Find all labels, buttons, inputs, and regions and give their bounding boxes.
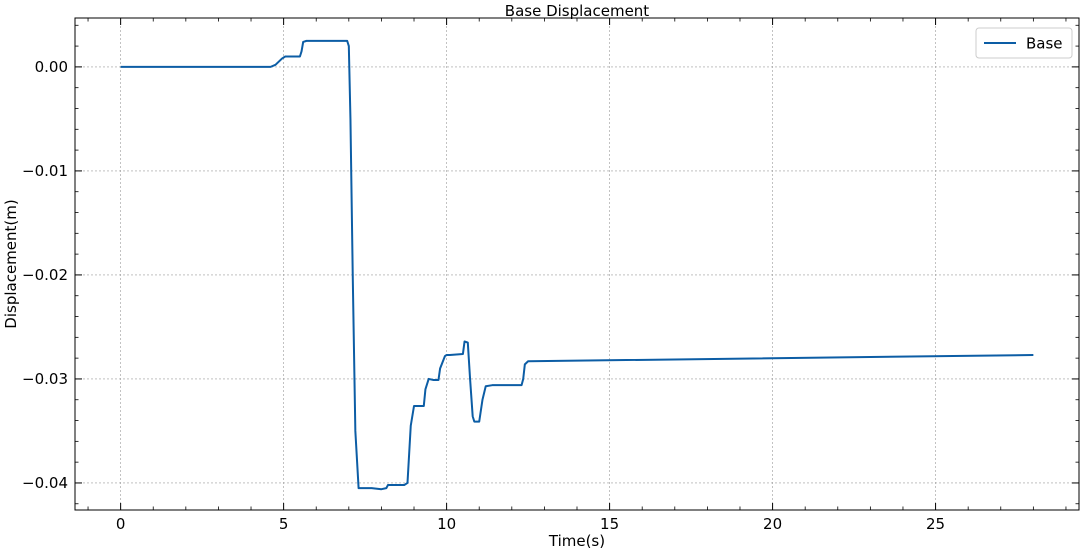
tick-marks: [75, 18, 1079, 510]
chart-title: Base Displacement: [505, 2, 650, 20]
x-tick-label: 15: [600, 515, 619, 533]
x-axis-label: Time(s): [548, 532, 605, 550]
x-tick-label: 0: [116, 515, 126, 533]
tick-labels: 0 5 10 15 20 25 0.00 −0.01 −0.02 −0.03 −0.04: [22, 58, 945, 533]
x-tick-label: 10: [437, 515, 456, 533]
x-tick-label: 25: [926, 515, 945, 533]
series-layer: [120, 39, 1034, 491]
legend-box: [975, 27, 1073, 59]
y-tick-label: −0.01: [22, 162, 68, 180]
x-tick-label: 5: [279, 515, 289, 533]
y-axis-label: Displacement(m): [2, 199, 20, 328]
x-tick-label: 20: [763, 515, 782, 533]
grid-lines: [75, 18, 1079, 510]
legend: Base: [975, 27, 1073, 59]
series-line-base: [120, 39, 1034, 491]
y-tick-label: 0.00: [35, 58, 68, 76]
y-tick-label: −0.03: [22, 370, 68, 388]
y-tick-label: −0.04: [22, 474, 68, 492]
legend-label-base: Base: [1026, 35, 1063, 53]
y-tick-label: −0.02: [22, 266, 68, 284]
